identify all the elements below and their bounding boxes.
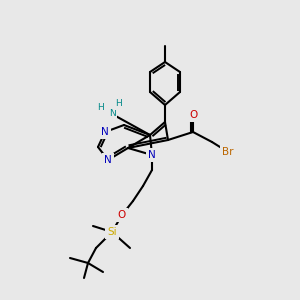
- Text: Si: Si: [107, 227, 117, 237]
- Text: Br: Br: [222, 147, 234, 157]
- Text: O: O: [189, 110, 197, 120]
- Text: N: N: [109, 110, 116, 118]
- Text: O: O: [118, 210, 126, 220]
- Text: H: H: [97, 103, 104, 112]
- Text: N: N: [148, 150, 156, 160]
- Text: N: N: [104, 155, 112, 165]
- Text: H: H: [115, 98, 122, 107]
- Text: N: N: [101, 127, 109, 137]
